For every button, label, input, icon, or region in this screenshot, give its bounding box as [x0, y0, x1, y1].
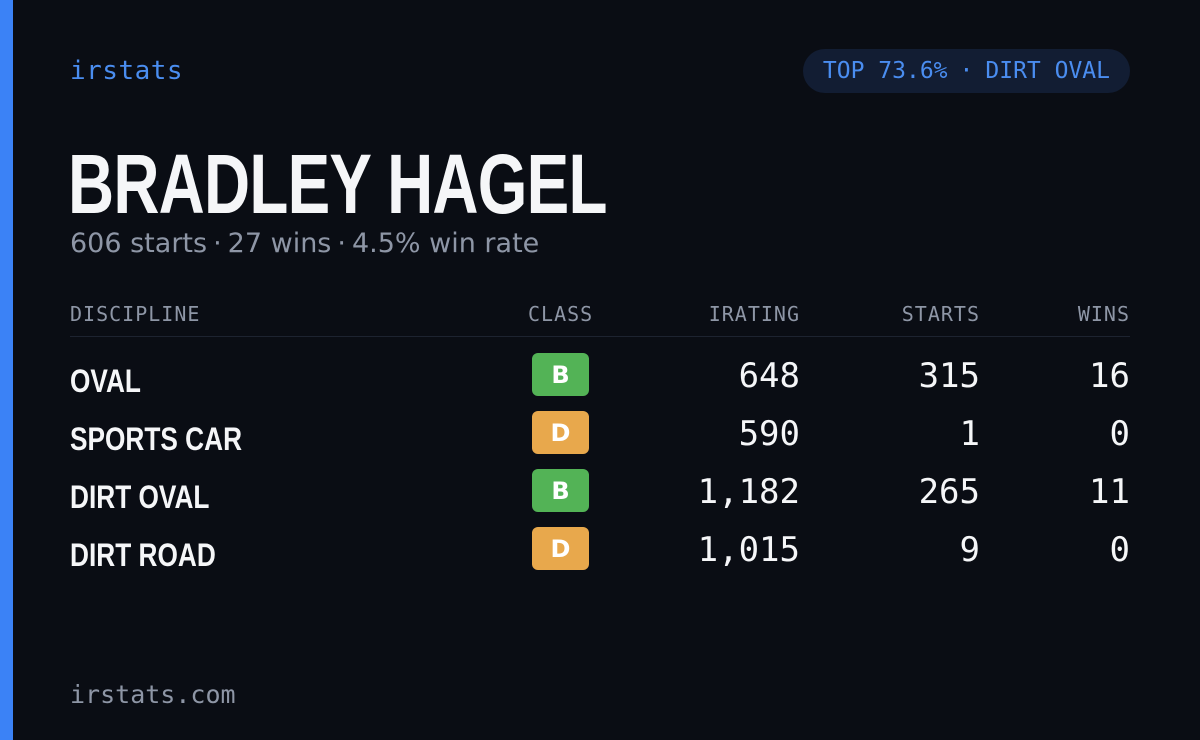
row-wins: 16 [1089, 356, 1130, 396]
row-discipline: OVAL [70, 363, 141, 399]
summary-wins: 27 wins [227, 228, 332, 259]
class-badge: D [532, 527, 589, 570]
row-wins: 0 [1109, 414, 1130, 454]
class-badge: D [532, 411, 589, 454]
row-irating: 1,015 [697, 530, 800, 570]
row-discipline: SPORTS CAR [70, 421, 243, 457]
rank-badge: TOP 73.6% · DIRT OVAL [802, 49, 1130, 93]
header-discipline: DISCIPLINE [70, 302, 201, 326]
driver-name: BRADLEY HAGEL [68, 137, 607, 231]
row-irating: 648 [738, 356, 800, 396]
accent-bar [0, 0, 13, 740]
driver-summary: 606 starts · 27 wins · 4.5% win rate [70, 228, 539, 259]
table-header: DISCIPLINE CLASS IRATING STARTS WINS [70, 298, 1130, 337]
row-starts: 315 [918, 356, 980, 396]
header-class: CLASS [528, 302, 594, 326]
row-starts: 9 [959, 530, 980, 570]
summary-separator: · [337, 228, 346, 259]
row-irating: 590 [738, 414, 800, 454]
row-discipline: DIRT OVAL [70, 479, 210, 515]
rank-badge-discipline: DIRT OVAL [985, 58, 1110, 84]
row-wins: 0 [1109, 530, 1130, 570]
header-irating: IRATING [708, 302, 800, 326]
table-row: DIRT ROAD D 1,015 9 0 [70, 527, 1130, 585]
table-row: SPORTS CAR D 590 1 0 [70, 411, 1130, 469]
table-body: OVAL B 648 315 16 SPORTS CAR D 590 1 0 D… [70, 337, 1130, 585]
header-starts: STARTS [901, 302, 980, 326]
row-discipline: DIRT ROAD [70, 537, 216, 573]
summary-starts: 606 starts [70, 228, 208, 259]
table-row: OVAL B 648 315 16 [70, 353, 1130, 411]
discipline-table: DISCIPLINE CLASS IRATING STARTS WINS OVA… [70, 298, 1130, 585]
row-irating: 1,182 [697, 472, 800, 512]
class-badge: B [532, 469, 589, 512]
footer-url: irstats.com [70, 680, 236, 709]
summary-separator: · [213, 228, 222, 259]
class-badge: B [532, 353, 589, 396]
row-starts: 265 [918, 472, 980, 512]
row-wins: 11 [1089, 472, 1130, 512]
header-wins: WINS [1077, 302, 1130, 326]
rank-badge-percentile: TOP 73.6% [822, 58, 948, 84]
table-row: DIRT OVAL B 1,182 265 11 [70, 469, 1130, 527]
row-starts: 1 [959, 414, 980, 454]
brand-logo-text: irstats [70, 56, 184, 86]
summary-win-rate: 4.5% win rate [351, 228, 540, 259]
rank-badge-separator: · [959, 58, 974, 84]
